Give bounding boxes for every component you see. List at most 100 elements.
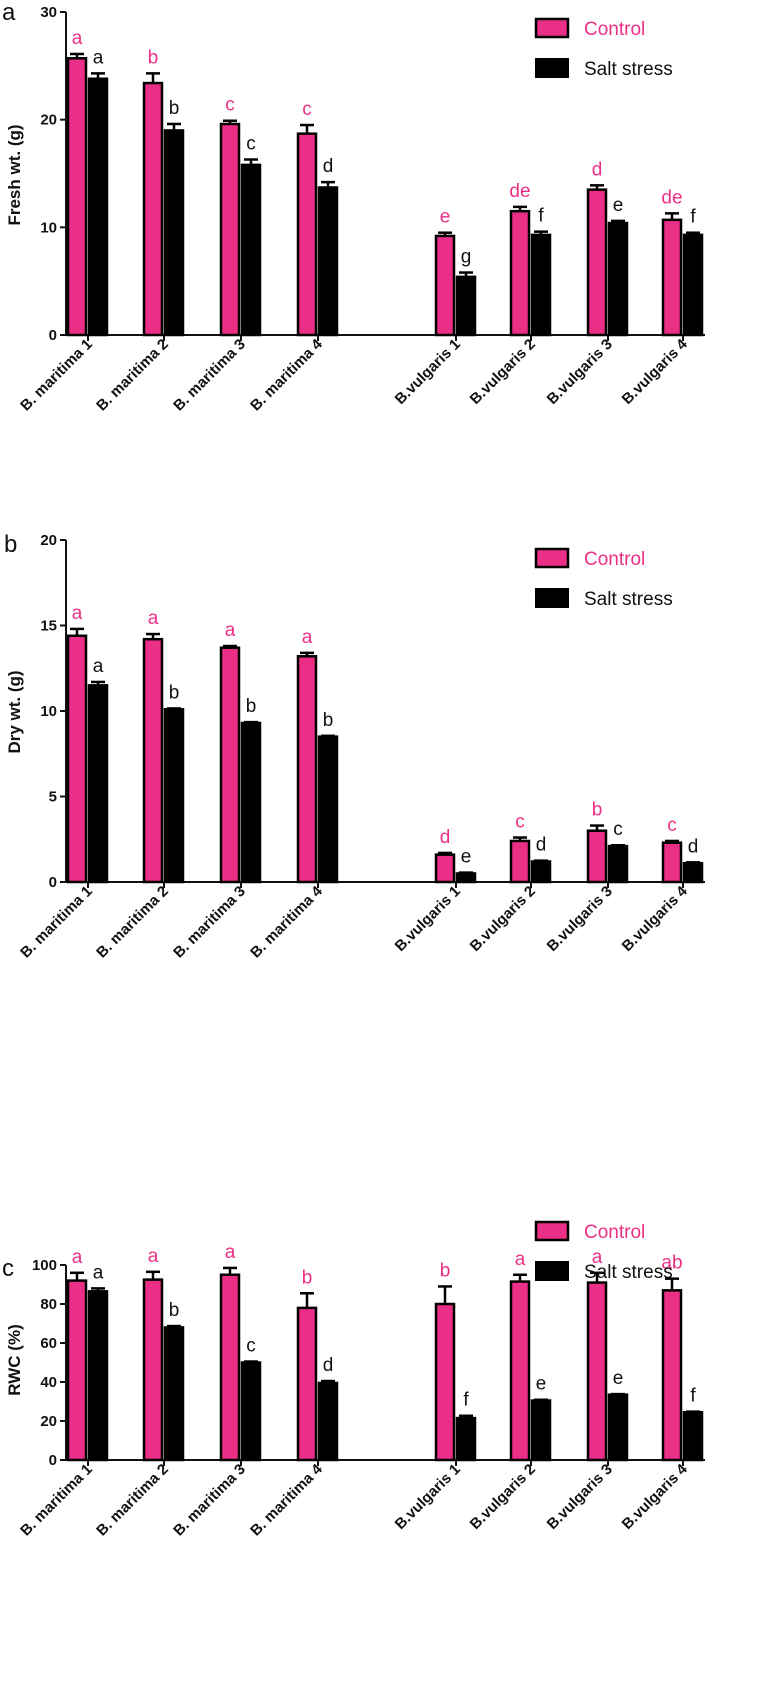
significance-letter: d: [323, 156, 334, 177]
x-category-label: B.vulgaris 1: [392, 1461, 464, 1533]
significance-letter: d: [592, 159, 603, 180]
bar-salt-stress: [87, 1290, 109, 1462]
x-category-label: B. maritima 4: [247, 335, 326, 414]
x-category-label: B. maritima 3: [170, 883, 249, 962]
bar-control: [586, 188, 608, 337]
significance-letter: b: [148, 47, 159, 68]
significance-letter: a: [148, 608, 159, 629]
significance-letter: a: [72, 28, 83, 49]
bar-salt-stress: [682, 233, 704, 337]
y-axis-label: RWC (%): [5, 1324, 24, 1395]
bar-control: [66, 57, 88, 337]
x-category-label: B. maritima 1: [17, 1461, 96, 1540]
significance-letter: e: [461, 847, 472, 868]
bar-salt-stress: [163, 1326, 185, 1462]
significance-letter: a: [592, 1247, 603, 1268]
bar-salt-stress: [317, 186, 339, 337]
x-category-label: B. maritima 1: [17, 883, 96, 962]
x-category-label: B. maritima 4: [247, 882, 326, 961]
y-tick-label: 20: [40, 532, 57, 549]
bar-control: [296, 1306, 318, 1462]
y-tick-label: 100: [32, 1257, 57, 1274]
significance-letter: a: [93, 1262, 104, 1283]
significance-letter: d: [323, 1355, 334, 1376]
chart-panel-b: b 0 5 10 15 20 Dry wt. (g) a a B. maritima 1 a b B. …: [4, 531, 705, 961]
x-category-label: B.vulgaris 1: [392, 883, 464, 955]
significance-letter: f: [690, 1386, 696, 1407]
x-category-label: B.vulgaris 3: [544, 336, 616, 408]
bar-control: [296, 655, 318, 884]
significance-letter: b: [246, 696, 257, 717]
x-category-label: B.vulgaris 2: [467, 336, 539, 408]
bar-control: [434, 234, 456, 337]
y-tick-label: 40: [40, 1374, 57, 1391]
y-axis-label: Dry wt. (g): [5, 670, 24, 753]
significance-letter: a: [225, 1242, 236, 1263]
bar-control: [142, 637, 164, 884]
x-category-label: B. maritima 1: [17, 336, 96, 415]
y-tick-label: 20: [40, 112, 57, 129]
significance-letter: c: [246, 134, 256, 155]
bar-control: [661, 218, 683, 337]
y-tick-label: 15: [40, 618, 57, 635]
bar-salt-stress: [682, 861, 704, 884]
significance-letter: d: [688, 836, 699, 857]
x-category-label: B.vulgaris 2: [467, 1461, 539, 1533]
legend-swatch-control: [534, 547, 570, 569]
significance-letter: b: [323, 710, 334, 731]
x-category-label: B. maritima 2: [93, 883, 172, 962]
significance-letter: b: [169, 682, 180, 703]
bar-control: [509, 1280, 531, 1462]
bar-salt-stress: [607, 221, 629, 337]
x-category-label: B.vulgaris 2: [467, 883, 539, 955]
significance-letter: c: [613, 819, 623, 840]
significance-letter: f: [463, 1390, 469, 1411]
bar-control: [219, 646, 241, 884]
legend-swatch-control: [534, 1220, 570, 1242]
y-tick-label: 0: [49, 874, 57, 891]
significance-letter: a: [225, 620, 236, 641]
panel-letter: a: [2, 0, 16, 26]
legend-swatch-salt-stress: [535, 588, 569, 608]
y-tick-label: 20: [40, 1413, 57, 1430]
bar-control: [219, 122, 241, 337]
significance-letter: a: [148, 1246, 159, 1267]
significance-letter: de: [509, 181, 530, 202]
bar-salt-stress: [530, 860, 552, 884]
y-tick-label: 10: [40, 219, 57, 236]
bar-salt-stress: [682, 1410, 704, 1462]
bar-salt-stress: [530, 233, 552, 337]
significance-letter: b: [169, 1300, 180, 1321]
bar-control: [142, 81, 164, 337]
legend-label-salt-stress: Salt stress: [584, 1262, 673, 1283]
bar-salt-stress: [240, 163, 262, 337]
x-category-label: B. maritima 3: [170, 1461, 249, 1540]
y-tick-label: 0: [49, 1452, 57, 1469]
significance-letter: c: [667, 815, 677, 836]
legend-label-salt-stress: Salt stress: [584, 589, 673, 610]
bar-salt-stress: [240, 1361, 262, 1462]
x-category-label: B.vulgaris 1: [392, 336, 464, 408]
bar-control: [661, 841, 683, 884]
bar-control: [142, 1278, 164, 1462]
y-tick-label: 10: [40, 703, 57, 720]
bar-salt-stress: [163, 708, 185, 884]
bar-control: [219, 1273, 241, 1462]
bar-salt-stress: [163, 129, 185, 337]
significance-letter: f: [690, 207, 696, 228]
bar-control: [509, 839, 531, 884]
significance-letter: a: [515, 1249, 526, 1270]
legend-label-salt-stress: Salt stress: [584, 59, 673, 80]
bar-salt-stress: [317, 1381, 339, 1462]
significance-letter: e: [440, 207, 451, 228]
bar-salt-stress: [530, 1399, 552, 1462]
significance-letter: b: [592, 800, 603, 821]
x-category-label: B. maritima 2: [93, 336, 172, 415]
legend-label-control: Control: [584, 19, 645, 40]
bar-control: [661, 1289, 683, 1462]
significance-letter: c: [515, 812, 525, 833]
bar-salt-stress: [455, 1416, 477, 1462]
significance-letter: c: [225, 95, 235, 116]
